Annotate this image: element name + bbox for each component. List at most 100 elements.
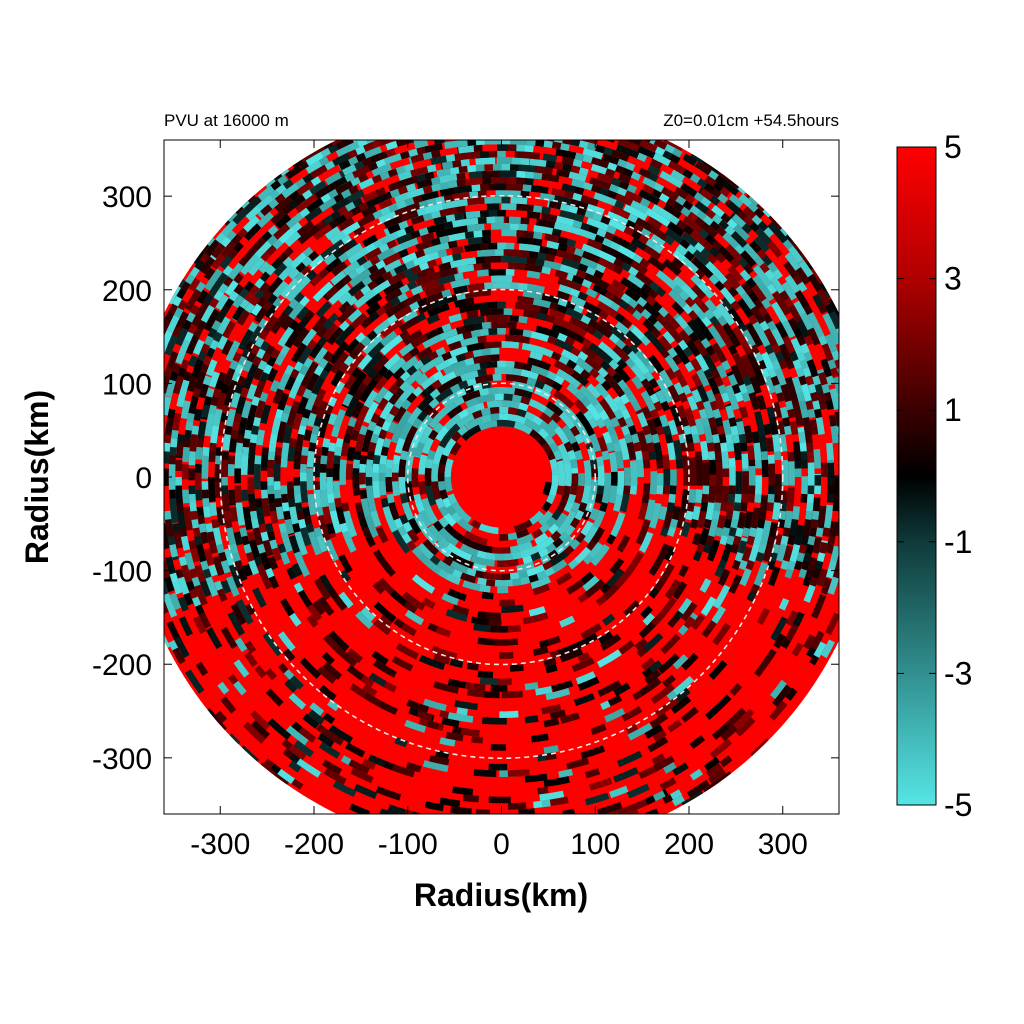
field-cell — [440, 254, 454, 264]
field-cell — [690, 274, 703, 287]
field-cell — [164, 451, 170, 464]
field-cell — [851, 496, 860, 520]
field-cell — [456, 370, 479, 383]
field-cell — [379, 808, 401, 814]
field-cell — [567, 322, 588, 338]
field-cell — [557, 642, 579, 657]
field-cell — [615, 809, 640, 814]
field-cell — [608, 816, 624, 827]
field-cell — [250, 720, 270, 739]
field-cell — [410, 285, 424, 296]
field-cell — [725, 244, 743, 262]
field-cell — [807, 557, 818, 571]
field-cell — [691, 256, 714, 279]
field-cell — [291, 778, 304, 790]
field-cell — [711, 204, 725, 218]
field-cell — [409, 106, 428, 116]
field-cell — [794, 290, 809, 308]
field-cell — [228, 564, 244, 589]
field-cell — [737, 298, 754, 318]
field-cell — [175, 327, 189, 346]
field-cell — [345, 280, 366, 299]
field-cell — [164, 438, 165, 450]
field-cell — [372, 659, 397, 678]
field-cell — [198, 612, 212, 629]
field-cell — [543, 776, 570, 788]
field-cell — [732, 326, 749, 348]
field-cell — [778, 597, 790, 611]
x-tick-label: 100 — [570, 828, 620, 861]
field-cell — [631, 375, 644, 390]
field-cell — [730, 364, 745, 387]
field-cell — [348, 759, 370, 775]
field-cell — [384, 288, 403, 303]
field-cell — [510, 125, 532, 133]
field-cell — [123, 498, 132, 523]
field-cell — [459, 840, 480, 848]
field-cell — [517, 295, 535, 305]
field-cell — [507, 413, 527, 425]
field-cell — [220, 579, 232, 594]
field-cell — [131, 511, 139, 525]
field-cell — [683, 616, 696, 629]
field-cell — [149, 443, 157, 464]
field-cell — [717, 245, 735, 263]
field-cell — [497, 586, 509, 594]
field-cell — [277, 326, 294, 347]
field-cell — [803, 582, 817, 603]
field-cell — [143, 597, 153, 611]
field-cell — [613, 682, 631, 697]
field-cell — [587, 115, 603, 125]
field-cell — [841, 461, 848, 477]
field-cell — [249, 237, 267, 255]
field-cell — [608, 451, 618, 477]
field-cell — [775, 321, 789, 339]
field-cell — [156, 481, 163, 495]
field-cell — [869, 420, 878, 444]
field-cell — [395, 642, 419, 660]
field-cell — [615, 399, 627, 413]
field-cell — [319, 523, 331, 542]
field-cell — [501, 124, 515, 131]
field-cell — [387, 804, 407, 814]
field-cell — [431, 445, 445, 468]
field-cell — [589, 176, 612, 190]
field-cell — [508, 216, 521, 224]
field-cell — [740, 354, 756, 379]
field-cell — [372, 481, 381, 499]
field-cell — [375, 526, 389, 544]
field-cell — [670, 169, 686, 182]
field-cell — [507, 802, 527, 810]
field-cell — [391, 764, 415, 778]
field-cell — [431, 110, 442, 118]
field-cell — [456, 707, 468, 716]
field-cell — [871, 504, 879, 520]
field-cell — [484, 691, 500, 699]
field-cell — [165, 379, 176, 398]
field-cell — [483, 140, 502, 145]
field-cell — [739, 440, 748, 452]
field-cell — [422, 291, 444, 305]
field-cell — [244, 651, 258, 668]
field-cell — [347, 308, 363, 323]
field-cell — [526, 211, 541, 220]
field-cell — [407, 166, 429, 178]
field-cell — [554, 512, 568, 528]
field-cell — [243, 721, 266, 744]
field-cell — [586, 383, 602, 399]
field-cell — [675, 244, 689, 256]
field-cell — [330, 369, 345, 387]
field-cell — [315, 325, 328, 338]
field-cell — [234, 637, 248, 653]
field-cell — [436, 274, 456, 286]
field-cell — [279, 551, 291, 565]
field-cell — [771, 301, 784, 316]
field-cell — [346, 648, 363, 664]
field-cell — [620, 276, 636, 291]
field-cell — [669, 404, 683, 427]
field-cell — [306, 468, 314, 491]
field-cell — [859, 370, 869, 385]
field-cell — [748, 543, 760, 563]
field-cell — [338, 159, 351, 171]
field-cell — [479, 308, 504, 317]
